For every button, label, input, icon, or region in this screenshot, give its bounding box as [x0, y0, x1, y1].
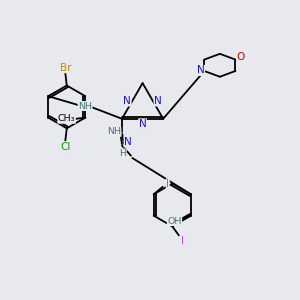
- Text: N: N: [154, 96, 162, 106]
- Text: N: N: [139, 119, 146, 129]
- Text: N: N: [124, 137, 132, 147]
- Text: I: I: [181, 236, 184, 246]
- Text: NH: NH: [107, 128, 121, 136]
- Text: N: N: [123, 96, 131, 106]
- Text: Br: Br: [59, 63, 71, 73]
- Text: I: I: [166, 179, 169, 189]
- Text: N: N: [197, 65, 205, 75]
- Text: O: O: [237, 52, 245, 62]
- Text: Cl: Cl: [60, 142, 70, 152]
- Text: OH: OH: [167, 217, 182, 226]
- Text: CH₃: CH₃: [58, 114, 75, 123]
- Text: H: H: [119, 149, 126, 158]
- Text: NH: NH: [78, 101, 92, 110]
